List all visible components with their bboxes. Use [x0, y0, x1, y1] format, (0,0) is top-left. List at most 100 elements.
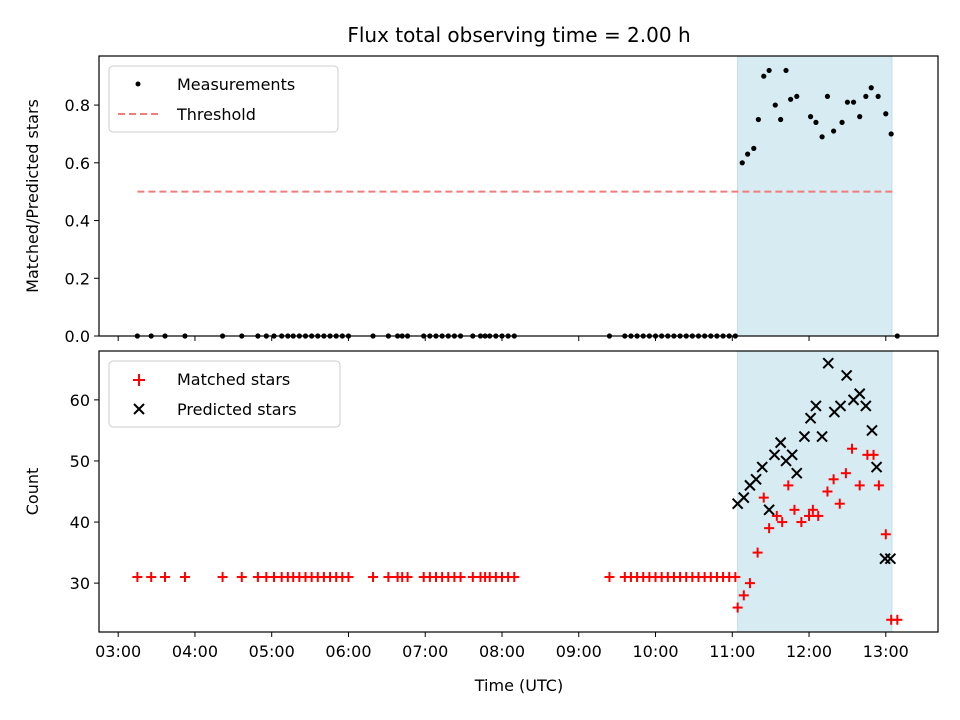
x-tick-label: 13:00 — [863, 642, 909, 661]
matched-stars-point — [455, 572, 466, 583]
measurements-point — [839, 119, 845, 125]
matched-stars-point — [732, 602, 743, 613]
x-tick-label: 12:00 — [786, 642, 832, 661]
matched-stars-point — [764, 523, 775, 534]
predicted-stars-point — [791, 467, 803, 479]
x-tick-label: 05:00 — [249, 642, 295, 661]
y-tick-label: 40 — [70, 513, 90, 532]
predicted-stars-point — [822, 357, 834, 369]
measurements-point — [813, 119, 819, 125]
x-tick-label: 04:00 — [172, 642, 218, 661]
matched-stars-point — [854, 480, 865, 491]
matched-stars-point — [730, 572, 741, 583]
measurements-point — [794, 93, 800, 100]
legend-label-predicted: Predicted stars — [177, 400, 297, 419]
predicted-stars-point — [768, 449, 781, 461]
matched-stars-point — [783, 480, 794, 491]
panel-top-frame — [98, 55, 939, 337]
y-tick-label: 0.8 — [65, 96, 90, 115]
y-tick-label: 0.2 — [65, 269, 90, 288]
measurements-point — [783, 67, 789, 74]
measurements-point — [883, 111, 889, 117]
chart-title: Flux total observing time = 2.00 h — [347, 23, 690, 47]
matched-stars-point — [252, 572, 263, 583]
predicted-stars-point — [738, 491, 750, 504]
panel-bottom-frame — [98, 350, 939, 633]
measurements-point — [778, 116, 784, 123]
measurements-point — [875, 93, 881, 100]
y-tick-label: 0.6 — [65, 154, 90, 173]
predicted-stars-point — [860, 400, 872, 412]
predicted-stars-point — [810, 400, 822, 412]
x-tick-label: 10:00 — [632, 642, 678, 661]
matched-stars-point — [738, 590, 749, 601]
matched-stars-point — [868, 449, 879, 460]
x-tick-label: 11:00 — [709, 642, 755, 661]
observing-window-span — [737, 55, 893, 337]
measurements-point — [807, 114, 814, 120]
measurements-point — [888, 131, 894, 137]
measurements-point — [863, 93, 869, 100]
observing-window-span — [737, 350, 893, 633]
measurements-point — [844, 99, 851, 105]
x-tick-label: 09:00 — [556, 642, 602, 661]
matched-stars-point — [758, 492, 769, 503]
legend-marker-measurements — [135, 81, 141, 87]
matched-stars-point — [343, 572, 354, 583]
measurements-point — [751, 145, 757, 151]
legend-top: Measurements Threshold — [108, 65, 339, 133]
x-tick-label: 08:00 — [479, 642, 525, 661]
legend-marker-predicted — [133, 403, 145, 415]
matched-stars-point — [847, 443, 858, 454]
legend-bottom: Matched stars Predicted stars — [108, 360, 341, 428]
matched-stars-point — [771, 510, 782, 521]
matched-stars-point — [160, 572, 171, 583]
predicted-stars-point — [840, 369, 853, 382]
matched-stars-point — [146, 572, 157, 583]
predicted-stars-point — [853, 388, 866, 400]
matched-stars-point — [777, 517, 788, 528]
predicted-stars-point — [750, 473, 762, 485]
measurements-point — [819, 134, 825, 140]
matched-stars-point — [217, 572, 228, 583]
matched-stars-point — [834, 498, 845, 509]
matched-stars-point — [789, 504, 800, 515]
matched-stars-point — [368, 572, 379, 583]
predicted-stars-point — [786, 449, 798, 461]
y-axis-label-ratio: Matched/Predicted stars — [23, 99, 42, 293]
y-axis-label-count: Count — [23, 468, 42, 516]
matched-stars-point — [236, 572, 247, 583]
measurements-point — [788, 96, 794, 102]
matched-stars-point — [873, 480, 884, 491]
y-tick-label: 50 — [70, 452, 90, 471]
matched-stars-point — [744, 578, 755, 589]
x-tick-label: 03:00 — [95, 642, 141, 661]
predicted-stars-point — [756, 461, 768, 473]
measurements-point — [831, 128, 837, 134]
predicted-stars-point — [816, 430, 828, 443]
legend-label-measurements: Measurements — [177, 75, 295, 94]
x-tick-label: 07:00 — [402, 642, 448, 661]
predicted-stars-point — [834, 400, 847, 412]
predicted-stars-point — [870, 461, 883, 473]
matched-stars-point — [402, 572, 413, 583]
measurements-point — [850, 99, 857, 105]
matched-stars-point — [813, 510, 824, 521]
predicted-stars-point — [774, 436, 787, 449]
matched-stars-point — [604, 572, 615, 583]
measurements-point — [857, 114, 863, 120]
panel-ratio: 0.00.20.40.60.8 Matched/Predicted stars … — [23, 55, 939, 346]
y-tick-label: 0.4 — [65, 212, 90, 231]
matched-stars-point — [840, 468, 851, 479]
measurements-point — [824, 93, 831, 100]
matched-stars-point — [828, 474, 839, 485]
measurements-point — [739, 160, 745, 166]
legend-label-threshold: Threshold — [176, 105, 256, 124]
predicted-stars-point — [763, 504, 775, 516]
matched-stars-point — [752, 547, 763, 558]
matched-stars-point — [807, 504, 818, 515]
measurements-point — [766, 67, 772, 74]
x-tick-label: 06:00 — [325, 642, 371, 661]
y-tick-label: 30 — [70, 574, 90, 593]
matched-stars-point — [383, 572, 394, 583]
